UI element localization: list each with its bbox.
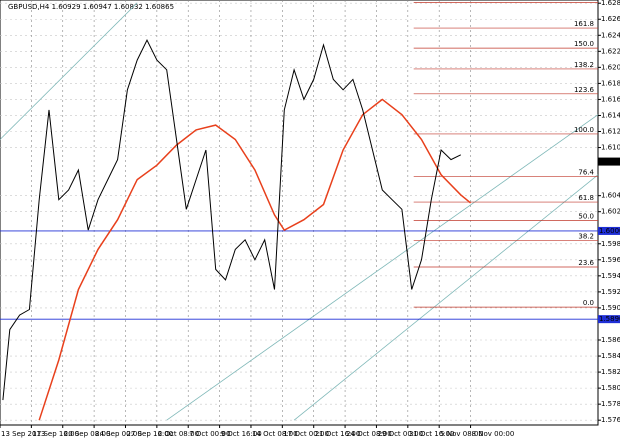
y-tick-label: 1.59240 [601, 288, 620, 296]
fib-label: 38.2 [578, 233, 594, 241]
y-tick-label: 1.58640 [601, 336, 620, 344]
x-tick-label: 9 Oct 16:00 [221, 430, 262, 438]
y-tick-label: 1.57840 [601, 400, 620, 408]
fib-label: 61.8 [578, 194, 594, 202]
price-line [2, 38, 462, 401]
fib-label: 176.4 [574, 0, 595, 2]
plot-frame [0, 0, 599, 426]
trend-line [0, 2, 138, 140]
x-tick-label: 29 Oct 00:00 [377, 430, 423, 438]
current-price-box [598, 157, 620, 166]
price-label: 1.58900 [599, 315, 620, 323]
y-tick-label: 1.59040 [601, 304, 620, 312]
trend-line [293, 174, 599, 421]
fib-label: 123.6 [574, 86, 595, 94]
y-tick-label: 1.60240 [601, 208, 620, 216]
price-label-box [598, 226, 620, 235]
y-tick-label: 1.61240 [601, 128, 620, 136]
x-tick-label: 13 Sep 2013 [1, 430, 45, 438]
fib-label: 50.0 [578, 213, 594, 221]
x-tick-label: 5 Nov 08:00 [440, 430, 483, 438]
y-tick-label: 1.58040 [601, 384, 620, 392]
current-price-label: 1.60865 [599, 158, 620, 166]
y-tick-label: 1.57640 [601, 416, 620, 424]
fib-label: 100.0 [574, 126, 594, 134]
x-tick-label: 31 Oct 16:00 [409, 430, 455, 438]
x-tick-label: 24 Sep 00:00 [95, 430, 142, 438]
y-tick-label: 1.58240 [601, 368, 620, 376]
x-tick-label: 21 Oct 16:00 [315, 430, 361, 438]
y-tick-label: 1.61640 [601, 95, 620, 103]
x-tick-label: 20 Sep 08:00 [64, 430, 111, 438]
x-tick-label: 14 Oct 08:00 [252, 430, 298, 438]
y-tick-label: 1.60440 [601, 192, 620, 200]
y-tick-label: 1.61040 [601, 144, 620, 152]
fib-label: 76.4 [578, 168, 594, 176]
y-tick-label: 1.62440 [601, 31, 620, 39]
trend-line [166, 114, 599, 421]
moving-average [38, 98, 472, 421]
y-tick-label: 1.62840 [601, 0, 620, 7]
fib-label: 23.6 [578, 259, 594, 267]
x-tick-label: 27 Sep 16:00 [126, 430, 173, 438]
x-tick-label: 24 Oct 08:00 [346, 430, 392, 438]
y-tick-label: 1.62640 [601, 15, 620, 23]
y-tick-label: 1.61440 [601, 111, 620, 119]
x-tick-label: 7 Oct 00:00 [189, 430, 230, 438]
price-label-box [598, 315, 620, 324]
y-tick-label: 1.58440 [601, 352, 620, 360]
fib-label: 0.0 [583, 299, 594, 307]
y-tick-label: 1.59440 [601, 272, 620, 280]
x-tick-label: 8 Nov 00:00 [472, 430, 515, 438]
y-tick-label: 1.62040 [601, 63, 620, 71]
price-label: 1.60000 [599, 227, 620, 235]
y-tick-label: 1.59640 [601, 256, 620, 264]
chart-title: GBPUSD,H4 1.60929 1.60947 1.60832 1.6086… [8, 3, 174, 11]
fib-label: 138.2 [574, 61, 594, 69]
y-tick-label: 1.61840 [601, 79, 620, 87]
y-tick-label: 1.59840 [601, 240, 620, 248]
fib-label: 150.0 [574, 40, 594, 48]
y-tick-label: 1.62240 [601, 47, 620, 55]
x-tick-label: 2 Oct 08:00 [158, 430, 199, 438]
x-tick-label: 17 Oct 00:00 [283, 430, 329, 438]
x-tick-label: 17 Sep 16:00 [32, 430, 79, 438]
fib-label: 161.8 [574, 20, 594, 28]
